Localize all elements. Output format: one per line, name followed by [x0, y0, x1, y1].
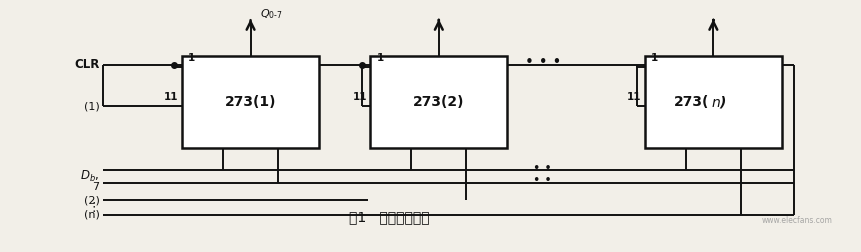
Text: www.elecfans.com: www.elecfans.com — [761, 216, 832, 225]
Text: 11: 11 — [164, 92, 178, 103]
Text: • •
• •: • • • • — [533, 162, 552, 187]
Text: 11: 11 — [626, 92, 641, 103]
Text: 273(: 273( — [673, 95, 709, 109]
Text: 7: 7 — [92, 182, 100, 192]
Text: 11: 11 — [352, 92, 367, 103]
Text: $D_b$,: $D_b$, — [80, 169, 100, 184]
Text: ⋮: ⋮ — [87, 201, 100, 214]
Text: 1: 1 — [188, 53, 195, 63]
Text: $n$): $n$) — [710, 94, 726, 110]
Bar — [182, 56, 319, 148]
Text: • • •: • • • — [524, 55, 561, 70]
Text: 273(1): 273(1) — [225, 95, 276, 109]
Text: (1): (1) — [84, 101, 100, 111]
Text: 1: 1 — [650, 53, 658, 63]
Text: 图1   数据并行方式: 图1 数据并行方式 — [349, 211, 430, 225]
Text: $Q_{0\text{-}7}$: $Q_{0\text{-}7}$ — [260, 7, 282, 21]
Text: 1: 1 — [376, 53, 383, 63]
Text: (n): (n) — [84, 210, 100, 220]
Bar — [644, 56, 781, 148]
Text: (2): (2) — [84, 196, 100, 205]
Text: 273(2): 273(2) — [412, 95, 464, 109]
Bar — [369, 56, 507, 148]
Text: CLR: CLR — [74, 58, 100, 71]
